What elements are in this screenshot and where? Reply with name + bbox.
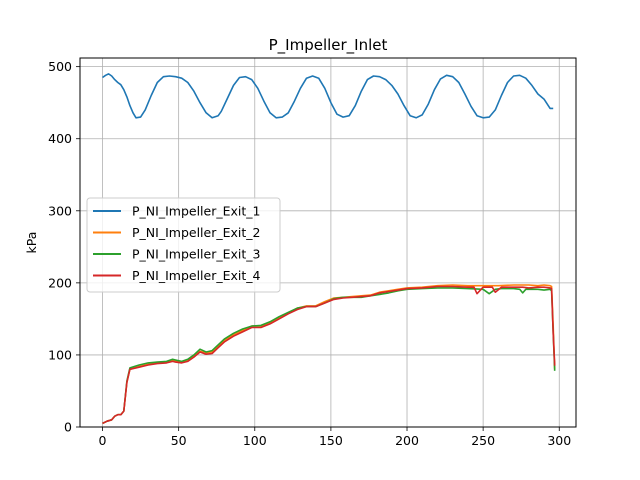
y-tick-label: 0 xyxy=(64,420,72,435)
series-line-4 xyxy=(102,285,556,425)
x-tick-label: 300 xyxy=(547,433,571,448)
x-tick-label: 0 xyxy=(99,433,107,448)
y-tick-label: 100 xyxy=(48,347,72,362)
legend-box xyxy=(86,197,281,293)
series-lines xyxy=(102,73,556,425)
x-tick-label: 150 xyxy=(319,433,343,448)
legend-label: P_NI_Impeller_Exit_3 xyxy=(132,247,260,262)
plot-frame xyxy=(79,57,577,428)
x-tick-label: 200 xyxy=(395,433,419,448)
legend-label: P_NI_Impeller_Exit_2 xyxy=(132,225,260,240)
x-tick-label: 250 xyxy=(471,433,495,448)
y-axis-label: kPa xyxy=(24,232,39,254)
x-tick-label: 50 xyxy=(171,433,187,448)
legend-label: P_NI_Impeller_Exit_4 xyxy=(132,268,261,283)
x-axis-ticks: 0 50 100 150 200 250 300 xyxy=(99,427,571,448)
series-line-1 xyxy=(102,73,554,119)
series-line-2 xyxy=(102,284,556,425)
y-tick-label: 500 xyxy=(48,59,72,74)
series-line-3 xyxy=(102,287,556,425)
chart-title: P_Impeller_Inlet xyxy=(269,36,388,55)
legend-label: P_NI_Impeller_Exit_1 xyxy=(132,204,260,219)
legend: P_NI_Impeller_Exit_1 P_NI_Impeller_Exit_2… xyxy=(86,197,281,293)
y-axis-ticks: 0 100 200 300 400 500 xyxy=(48,59,80,435)
y-tick-label: 300 xyxy=(48,203,72,218)
y-tick-label: 200 xyxy=(48,275,72,290)
y-tick-label: 400 xyxy=(48,131,72,146)
x-tick-label: 100 xyxy=(243,433,267,448)
